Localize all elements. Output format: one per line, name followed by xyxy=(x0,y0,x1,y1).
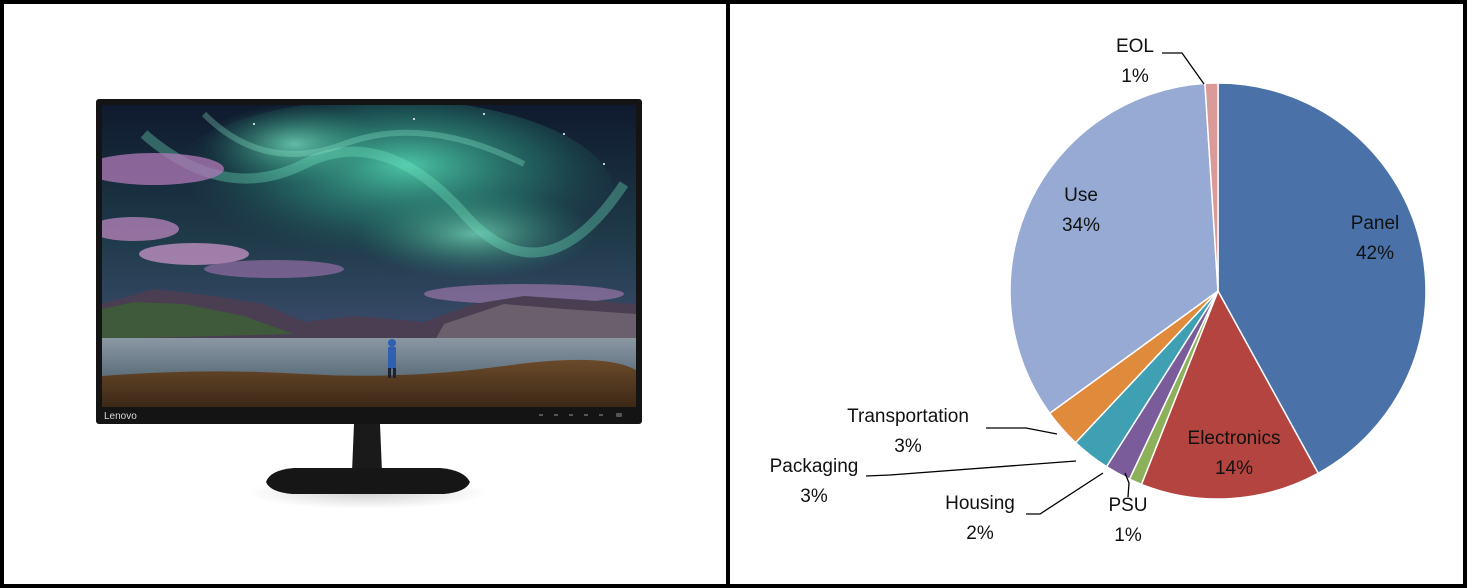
pie-slices xyxy=(1009,82,1427,500)
slice-percent-text: 2% xyxy=(966,523,994,544)
slice-category-text: Use xyxy=(1064,185,1098,206)
leader-line-packaging xyxy=(865,460,1077,477)
slice-label-panel: Panel 42% xyxy=(1351,213,1400,264)
slice-label-psu: PSU 1% xyxy=(1108,495,1147,546)
slice-label-transportation: Transportation 3% xyxy=(847,406,969,457)
slice-category-text: Packaging xyxy=(770,456,859,477)
slice-label-electronics: Electronics 14% xyxy=(1188,428,1281,479)
leader-lines xyxy=(865,52,1205,515)
pie-slice-electronics xyxy=(1140,289,1320,500)
leader-line-eol xyxy=(1162,52,1205,85)
pie-slice-panel xyxy=(1217,82,1427,475)
slice-label-eol: EOL 1% xyxy=(1116,36,1154,87)
monitor-base xyxy=(266,468,470,494)
leader-line-psu xyxy=(1124,472,1130,498)
slice-percent-text: 1% xyxy=(1114,525,1142,546)
pie-slice-eol xyxy=(1204,82,1219,292)
slice-category-text: Electronics xyxy=(1188,428,1281,449)
leader-line-housing xyxy=(1026,472,1104,515)
slice-label-use: Use 34% xyxy=(1062,185,1100,236)
slice-label-housing: Housing 2% xyxy=(945,493,1015,544)
product-photo-panel: Lenovo xyxy=(0,0,730,588)
monitor-control-buttons xyxy=(539,413,622,417)
slice-percent-text: 3% xyxy=(800,486,828,507)
slice-label-packaging: Packaging 3% xyxy=(770,456,859,507)
monitor-neck xyxy=(352,424,382,472)
pie-chart: Panel 42% Electronics 14% PSU 1% Housing 2% Pack… xyxy=(770,36,1427,546)
slice-category-text: EOL xyxy=(1116,36,1154,57)
slice-percent-text: 14% xyxy=(1215,458,1253,479)
brand-logo: Lenovo xyxy=(104,411,137,422)
monitor-screen xyxy=(102,105,636,407)
pie-slice-use xyxy=(1009,82,1219,415)
slice-labels: Panel 42% Electronics 14% PSU 1% Housing 2% Pack… xyxy=(770,36,1400,546)
monitor-photo: Lenovo xyxy=(96,99,642,509)
pie-chart-panel: Panel 42% Electronics 14% PSU 1% Housing 2% Pack… xyxy=(730,0,1467,588)
slice-percent-text: 34% xyxy=(1062,215,1100,236)
slice-percent-text: 1% xyxy=(1121,66,1149,87)
slice-percent-text: 3% xyxy=(894,436,922,457)
slice-category-text: PSU xyxy=(1108,495,1147,516)
slice-category-text: Transportation xyxy=(847,406,969,427)
slice-percent-text: 42% xyxy=(1356,243,1394,264)
leader-line-transportation xyxy=(986,427,1058,435)
slice-category-text: Panel xyxy=(1351,213,1400,234)
slice-category-text: Housing xyxy=(945,493,1015,514)
